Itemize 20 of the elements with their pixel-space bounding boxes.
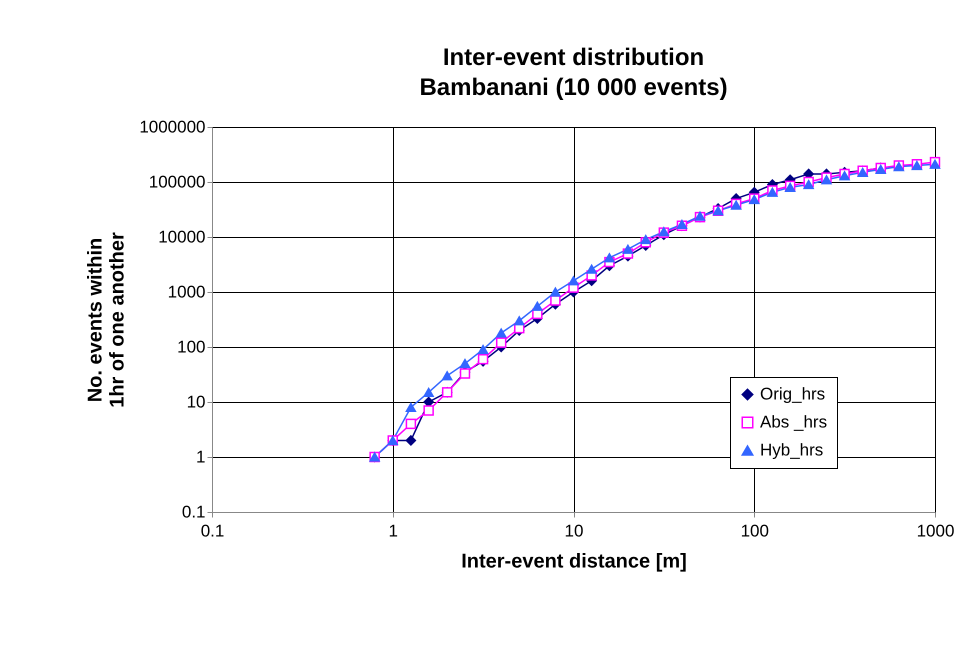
x-tick-label: 1 [388, 522, 398, 540]
x-tick-label: 0.1 [200, 522, 224, 540]
y-tick-label: 1000000 [139, 118, 206, 136]
chart-title: Inter-event distribution [442, 44, 704, 71]
y-tick-label: 0.1 [182, 502, 206, 522]
y-tick-label: 1000 [168, 282, 206, 302]
legend-label: Orig_hrs [760, 384, 826, 404]
y-tick-label: 100000 [148, 172, 206, 192]
y-tick-label: 10000 [158, 228, 206, 246]
y-tick-label: 100 [177, 338, 206, 356]
legend-label: Hyb_hrs [760, 440, 824, 460]
x-tick-label: 1000 [916, 522, 954, 540]
chart-subtitle: Bambanani (10 000 events) [419, 74, 728, 101]
x-tick-label: 10 [564, 522, 584, 540]
y-tick-label: 10 [186, 392, 206, 412]
y-tick-label: 1 [196, 448, 206, 466]
x-axis-title: Inter-event distance [m] [461, 550, 687, 572]
y-axis-title: No. events within 1hr of one another [84, 232, 128, 408]
x-tick-label: 100 [740, 522, 769, 540]
legend-label: Abs _hrs [760, 412, 828, 432]
